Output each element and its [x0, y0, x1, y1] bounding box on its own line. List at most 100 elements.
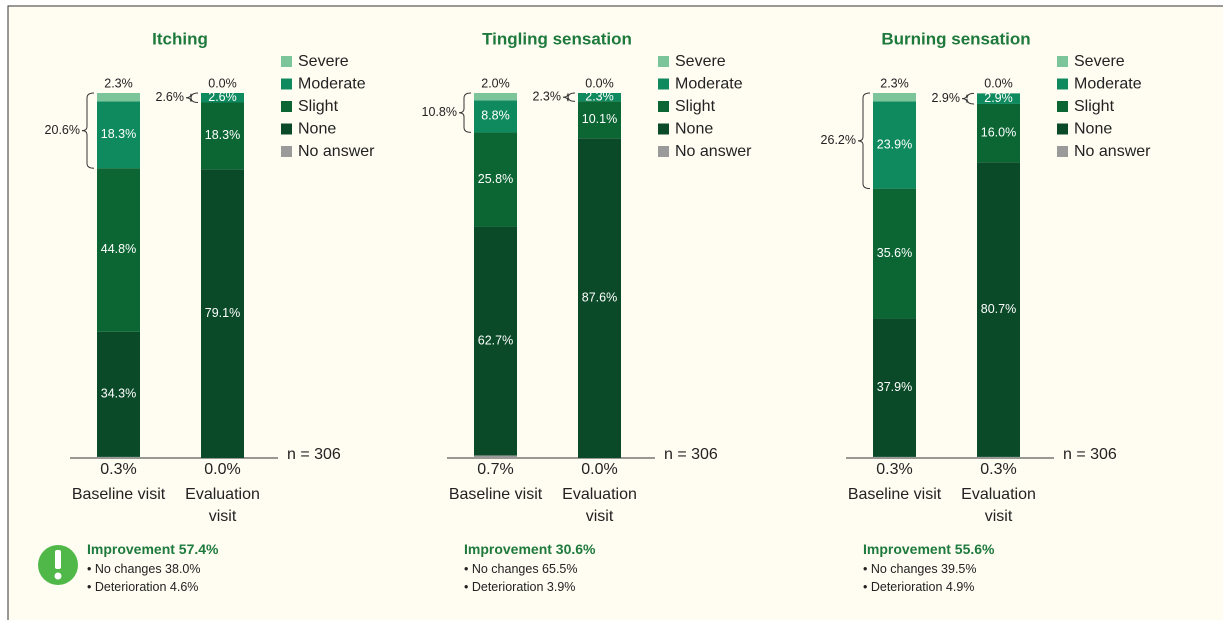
legend-label: No answer	[1074, 143, 1151, 160]
legend-label: Severe	[675, 53, 726, 70]
legend-swatch	[658, 101, 669, 112]
legend-swatch	[658, 146, 669, 157]
value-label: 0.3%	[100, 461, 136, 478]
legend-swatch	[281, 78, 292, 90]
value-label: 0.0%	[585, 76, 614, 90]
bracket	[185, 92, 199, 103]
bar-segment	[578, 138, 621, 458]
legend-swatch	[1057, 146, 1068, 157]
alert-icon	[38, 545, 78, 585]
value-label: 10.1%	[582, 112, 617, 126]
value-label: 79.1%	[205, 306, 240, 320]
value-label: 37.9%	[877, 380, 912, 394]
value-label: 62.7%	[478, 333, 513, 347]
summary-item: No changes 65.5%	[464, 562, 578, 576]
legend-swatch	[281, 123, 292, 135]
legend-swatch	[658, 123, 669, 135]
value-label: 2.3%	[585, 89, 614, 103]
legend-swatch	[281, 101, 292, 112]
chart-title: Itching	[152, 29, 208, 48]
value-label: 2.3%	[880, 76, 909, 90]
legend-swatch	[1057, 56, 1068, 67]
value-label: 44.8%	[101, 242, 136, 256]
legend-label: None	[1074, 121, 1112, 138]
value-label: 2.0%	[481, 76, 510, 90]
x-tick-label: Evaluation visit	[961, 486, 1036, 525]
summary-title: Improvement 57.4%	[87, 541, 219, 557]
value-label: 25.8%	[478, 172, 513, 186]
legend-swatch	[281, 146, 292, 157]
summary-title: Improvement 55.6%	[863, 541, 995, 557]
x-tick-label: Baseline visit	[847, 486, 942, 503]
value-label: 80.7%	[981, 302, 1016, 316]
legend-label: Slight	[675, 98, 716, 115]
legend-swatch	[281, 56, 292, 67]
legend-swatch	[1057, 101, 1068, 112]
bar-segment	[97, 456, 140, 458]
value-label: 0.0%	[581, 461, 617, 478]
legend-label: None	[298, 121, 336, 138]
bar-segment	[977, 103, 1020, 163]
legend-label: No answer	[298, 143, 375, 160]
bar-segment	[977, 93, 1020, 104]
bar-segment	[873, 93, 916, 102]
bar-segment	[873, 188, 916, 319]
legend-label: Severe	[298, 53, 349, 70]
legend-label: Moderate	[675, 76, 743, 93]
bracket-label: 20.6%	[45, 123, 80, 137]
bar-segment	[474, 100, 517, 133]
bracket	[857, 92, 871, 190]
x-tick-label: Baseline visit	[71, 486, 166, 503]
bracket-label: 2.3%	[533, 89, 562, 103]
legend-label: Slight	[298, 98, 339, 115]
summary-item: Deterioration 4.6%	[87, 580, 199, 594]
summary-item: Deterioration 3.9%	[464, 580, 576, 594]
value-label: 0.0%	[204, 461, 240, 478]
legend-label: Severe	[1074, 53, 1125, 70]
bar-segment	[977, 456, 1020, 458]
legend-label: No answer	[675, 143, 752, 160]
bar-segment	[873, 456, 916, 458]
legend-label: Moderate	[298, 76, 366, 93]
note: n = 306	[287, 446, 341, 463]
bar-segment	[578, 93, 621, 102]
bar-segment	[97, 168, 140, 332]
bar-segment	[474, 93, 517, 101]
value-label: 35.6%	[877, 246, 912, 260]
value-label: 87.6%	[582, 290, 617, 304]
value-label: 2.6%	[208, 90, 237, 104]
bar-segment	[201, 169, 244, 458]
x-tick-label: Evaluation visit	[562, 486, 637, 525]
legend-label: Moderate	[1074, 76, 1142, 93]
value-label: 2.9%	[984, 91, 1013, 105]
note: n = 306	[664, 446, 718, 463]
bar-segment	[873, 318, 916, 457]
bar-segment	[474, 455, 517, 458]
bar-segment	[474, 132, 517, 227]
legend-swatch	[1057, 78, 1068, 90]
legend-label: Slight	[1074, 98, 1115, 115]
chart-title: Tingling sensation	[482, 29, 632, 48]
value-label: 8.8%	[481, 109, 510, 123]
summary-title: Improvement 30.6%	[464, 541, 596, 557]
bar-segment	[201, 93, 244, 103]
x-tick-label: Evaluation visit	[185, 486, 260, 525]
value-label: 0.7%	[477, 461, 513, 478]
bracket-label: 2.9%	[932, 91, 961, 105]
value-label: 0.3%	[876, 461, 912, 478]
bracket	[961, 92, 975, 105]
legend-label: None	[675, 121, 713, 138]
value-label: 18.3%	[205, 128, 240, 142]
bar-segment	[977, 162, 1020, 457]
bar-segment	[201, 102, 244, 170]
value-label: 0.0%	[208, 76, 237, 90]
value-label: 18.3%	[101, 127, 136, 141]
summary-item: No changes 39.5%	[863, 562, 977, 576]
bar-segment	[97, 93, 140, 102]
bracket-label: 26.2%	[821, 133, 856, 147]
value-label: 23.9%	[877, 137, 912, 151]
value-label: 2.3%	[104, 76, 133, 90]
legend-swatch	[1057, 123, 1068, 135]
value-label: 34.3%	[101, 387, 136, 401]
